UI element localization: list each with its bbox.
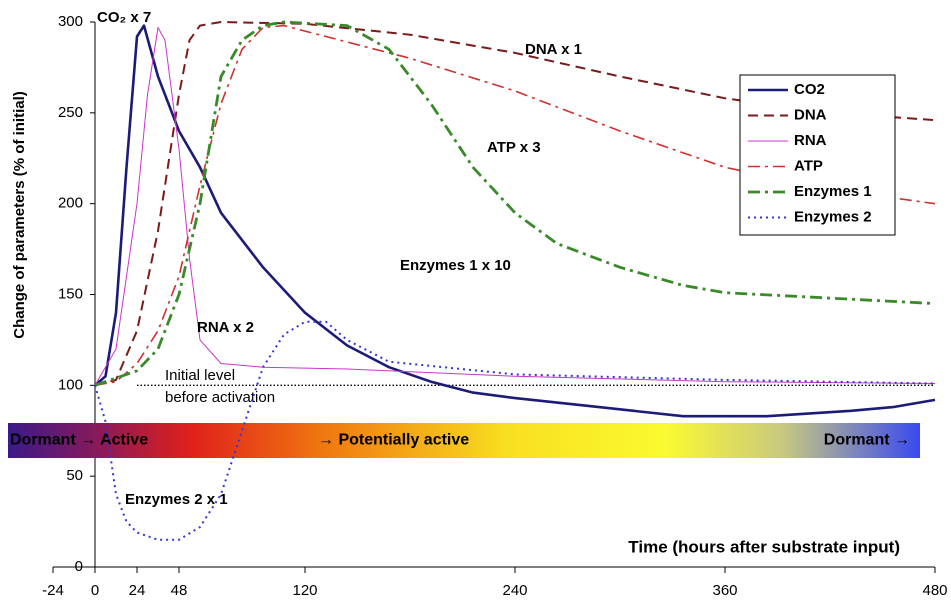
x-tick-label: 360: [712, 582, 737, 599]
x-tick-label: 480: [922, 582, 947, 599]
y-tick-label: 150: [58, 285, 83, 302]
reference-label: Initial level: [165, 367, 235, 384]
legend-box: [739, 74, 896, 236]
x-tick-label: 240: [502, 582, 527, 599]
band-label: Dormant →: [824, 432, 910, 449]
legend-label: Enzymes 2: [794, 208, 872, 225]
legend-label: DNA: [794, 106, 827, 123]
y-tick-label: 250: [58, 104, 83, 121]
y-tick-label: 100: [58, 376, 83, 393]
band-label: → Potentially active: [318, 432, 469, 449]
series-line: [94, 20, 936, 387]
annotation: DNA x 1: [525, 41, 582, 58]
x-tick-label: 24: [129, 582, 146, 599]
x-axis-label: Time (hours after substrate input): [628, 537, 900, 556]
legend-label: Enzymes 1: [794, 183, 872, 200]
x-tick-label: 0: [91, 582, 99, 599]
reference-label: before activation: [165, 389, 275, 406]
annotation: Enzymes 2 x 1: [125, 491, 228, 508]
legend-label: ATP: [794, 157, 823, 174]
legend-label: CO2: [794, 81, 825, 98]
annotation: CO₂ x 7: [97, 9, 151, 26]
series-line: [94, 27, 936, 386]
y-tick-label: 0: [75, 558, 83, 575]
legend-label: RNA: [794, 132, 827, 149]
annotation: ATP x 3: [487, 139, 541, 156]
series-line: [94, 24, 936, 418]
band-label: Dormant → Active: [10, 432, 148, 449]
y-tick-label: 200: [58, 195, 83, 212]
annotation: Enzymes 1 x 10: [400, 257, 511, 274]
x-tick-label: 120: [292, 582, 317, 599]
y-axis-label: Change of parameters (% of initial): [11, 91, 28, 339]
series-line: [94, 24, 936, 387]
y-tick-label: 300: [58, 13, 83, 30]
x-tick-label: -24: [42, 582, 64, 599]
series-line: [94, 21, 936, 387]
annotation: RNA x 2: [197, 319, 254, 336]
x-tick-label: 48: [171, 582, 188, 599]
y-tick-label: 50: [66, 467, 83, 484]
activity-band: [8, 423, 920, 458]
